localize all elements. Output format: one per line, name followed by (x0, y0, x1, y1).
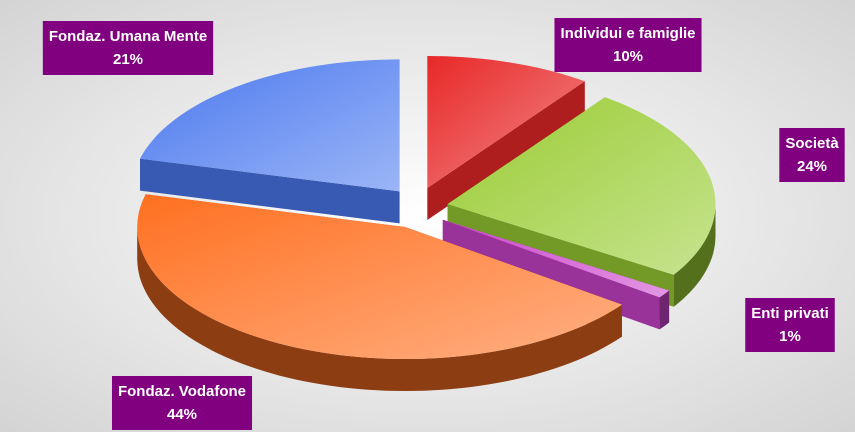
slice-top (140, 59, 400, 192)
slice-side (140, 158, 400, 224)
label-name: Fondaz. Vodafone (118, 383, 246, 400)
label-box (745, 298, 835, 352)
label-value: 21% (113, 51, 143, 68)
label-box (554, 18, 702, 72)
data-label: Fondaz. Vodafone 44% (111, 376, 253, 430)
label-value: 1% (779, 328, 801, 345)
slice (427, 56, 585, 220)
slice-wall (659, 290, 670, 330)
slice-top (137, 194, 622, 359)
label-box (111, 376, 253, 430)
data-label: Enti privati 1% (745, 298, 835, 352)
label-value: 10% (613, 48, 643, 65)
label-name: Fondaz. Umana Mente (49, 28, 207, 45)
label-value: 44% (167, 406, 197, 423)
slice-top (427, 56, 585, 188)
slice-top (447, 97, 716, 275)
label-name: Società (785, 135, 839, 152)
pie (137, 56, 716, 391)
label-name: Individui e famiglie (560, 25, 695, 42)
data-label: Fondaz. Umana Mente 21% (42, 21, 214, 75)
labels: Individui e famiglie 10% Società 24% Enti pr… (42, 18, 845, 430)
label-box (779, 128, 845, 182)
slice-wall (137, 227, 622, 391)
slice (140, 59, 400, 224)
data-label: Individui e famiglie 10% (554, 18, 702, 72)
slice-wall (673, 204, 716, 307)
slice-side (427, 81, 585, 220)
label-value: 24% (797, 158, 827, 175)
slice (137, 194, 622, 391)
data-label: Società 24% (779, 128, 845, 182)
label-box (42, 21, 214, 75)
slice-top (442, 219, 670, 298)
label-name: Enti privati (751, 305, 829, 322)
